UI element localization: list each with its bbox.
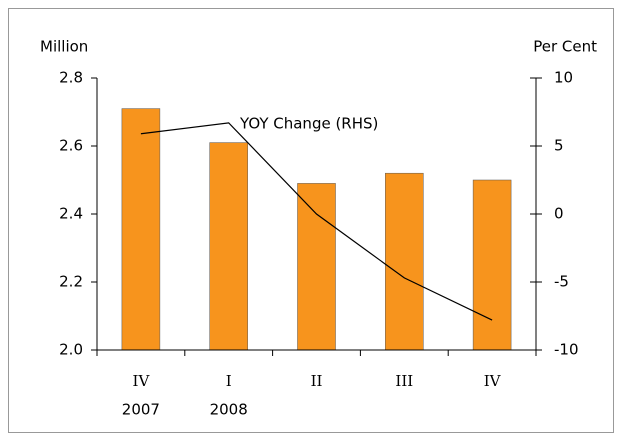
x-tick-label: IV [484, 372, 502, 390]
frame [8, 8, 614, 433]
line [140, 122, 493, 321]
y2-tick-label: -10 [554, 341, 579, 359]
y-tick-label: 2.4 [59, 205, 83, 223]
x-tick-label: IV [133, 372, 151, 390]
x-tick-label: III [395, 372, 413, 390]
y-tick-label: 2.8 [59, 69, 83, 87]
x-year-label: 2007 [122, 401, 160, 419]
bar [385, 172, 424, 351]
y2-tick-label: 5 [554, 137, 564, 155]
x-year-label: 2008 [210, 401, 248, 419]
y2-axis-label: Per Cent [533, 38, 597, 56]
x-tick-label: I [226, 372, 232, 390]
annotation: YOY Change (RHS) [239, 115, 378, 133]
y-tick-label: 2.0 [59, 341, 83, 359]
y2-tick-label: -5 [554, 273, 569, 291]
y2-tick-label: 0 [554, 205, 564, 223]
bar [209, 142, 248, 351]
y-tick-label: 2.6 [59, 137, 83, 155]
bar [472, 179, 512, 351]
y2-tick-label: 10 [554, 69, 573, 87]
y-tick-label: 2.2 [59, 273, 83, 291]
bar [121, 108, 161, 351]
y-axis-label: Million [40, 38, 88, 56]
bar [297, 183, 336, 351]
x-tick-label: II [311, 372, 323, 390]
